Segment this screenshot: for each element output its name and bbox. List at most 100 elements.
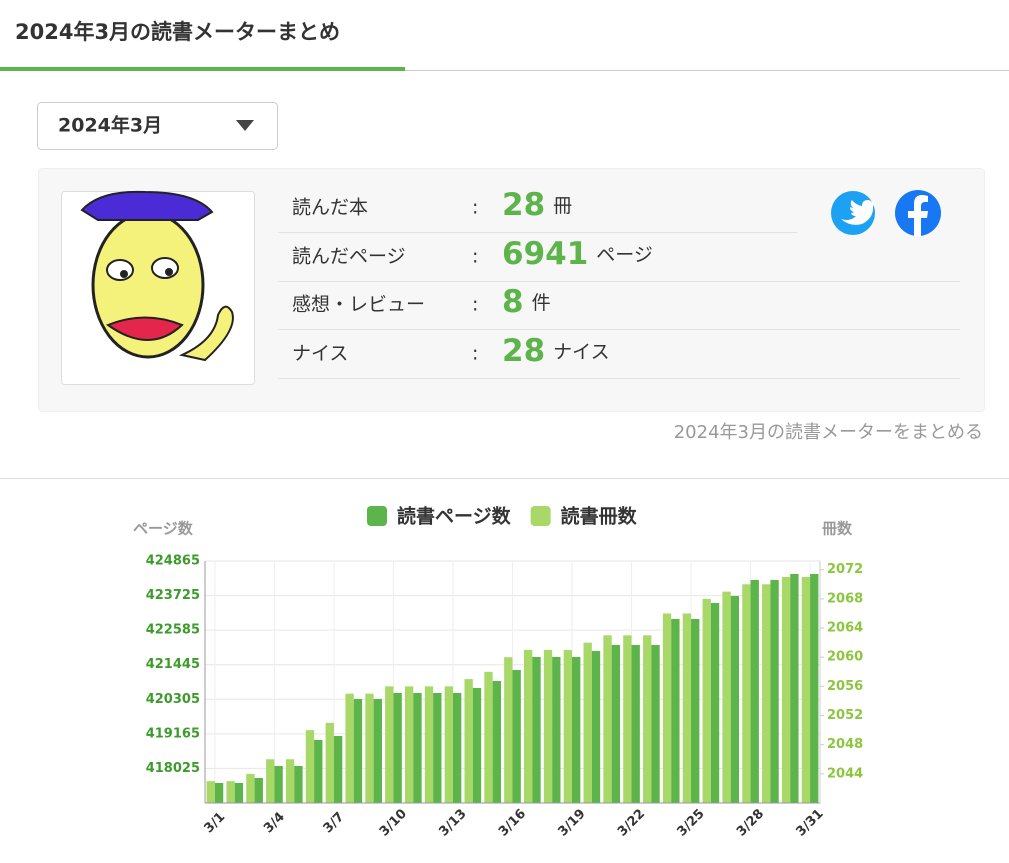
row-unit: 冊 xyxy=(553,195,572,217)
bar xyxy=(742,584,751,803)
bar xyxy=(591,650,601,803)
x-tick-label: 3/7 xyxy=(321,810,348,837)
x-tick-label: 3/13 xyxy=(436,806,469,839)
bar xyxy=(464,679,473,803)
bar xyxy=(572,656,581,803)
x-tick-label: 3/25 xyxy=(674,806,707,839)
bar xyxy=(444,686,453,803)
bar xyxy=(254,777,263,803)
row-label: 読んだ本 xyxy=(292,197,368,219)
y2-tick-label: 2072 xyxy=(827,562,863,577)
bar xyxy=(682,613,692,803)
bar xyxy=(206,781,215,803)
bar xyxy=(623,635,632,803)
row-value-line: 28 冊 xyxy=(502,187,572,223)
legend-label: 読書冊数 xyxy=(561,505,638,528)
bar xyxy=(750,579,759,803)
bar xyxy=(226,781,235,803)
bar xyxy=(762,584,771,803)
divider xyxy=(0,478,1009,479)
bar xyxy=(543,649,553,803)
bar xyxy=(611,644,621,803)
x-tick-label: 3/22 xyxy=(615,806,648,839)
bar xyxy=(631,644,640,803)
bar xyxy=(492,680,501,803)
bar xyxy=(294,766,303,803)
bar xyxy=(730,595,740,803)
select-box[interactable] xyxy=(37,102,278,150)
y2-tick-label: 2048 xyxy=(827,737,863,752)
y2-tick-label: 2044 xyxy=(827,766,863,781)
bar xyxy=(504,657,513,803)
row-label: 感想・レビュー xyxy=(292,294,425,316)
row-separator: : xyxy=(472,197,478,219)
y2-axis-title: 冊数 xyxy=(822,520,853,538)
bar xyxy=(512,669,521,803)
bar xyxy=(472,687,482,803)
legend-label: 読書ページ数 xyxy=(397,505,512,528)
bar xyxy=(770,579,779,803)
bar xyxy=(524,649,533,803)
y-tick-label: 422585 xyxy=(146,623,200,638)
row-value-line: 6941 ページ xyxy=(502,236,653,272)
x-tick-label: 3/16 xyxy=(496,806,529,839)
select-label: 2024年3月 xyxy=(58,114,162,137)
x-tick-label: 3/19 xyxy=(555,806,588,839)
row-unit: ナイス xyxy=(553,341,609,363)
row-separator: : xyxy=(472,343,478,365)
y-tick-label: 423725 xyxy=(146,588,200,603)
bar xyxy=(810,573,819,803)
bar xyxy=(413,692,422,803)
bar xyxy=(325,722,334,803)
bar xyxy=(246,773,255,803)
y2-tick-label: 2060 xyxy=(827,650,863,665)
y-tick-label: 420305 xyxy=(146,692,200,707)
bar xyxy=(532,656,541,803)
select-arrow xyxy=(236,120,254,131)
bar xyxy=(433,692,442,803)
bar xyxy=(702,598,711,803)
bar xyxy=(274,766,283,803)
twitter-button[interactable] xyxy=(831,191,876,235)
x-tick-label: 3/4 xyxy=(261,810,288,837)
bar xyxy=(373,698,382,803)
bar xyxy=(671,618,680,803)
bar xyxy=(266,759,275,803)
month-select[interactable]: 2024年3月 xyxy=(37,102,278,150)
share-link[interactable]: 2024年3月の読書メーターをまとめる xyxy=(674,422,983,443)
bar xyxy=(722,591,731,803)
bar xyxy=(484,671,493,803)
bar xyxy=(385,686,394,803)
row-label: 読んだページ xyxy=(292,246,406,268)
bar xyxy=(314,739,323,803)
row-separator: : xyxy=(472,246,478,268)
bar xyxy=(285,759,295,803)
x-tick-label: 3/28 xyxy=(734,806,767,839)
y2-tick-label: 2064 xyxy=(827,621,863,636)
bar xyxy=(305,730,315,803)
bar xyxy=(214,782,224,803)
divider xyxy=(405,70,1009,71)
row-separator: : xyxy=(472,294,478,316)
legend-swatch xyxy=(530,506,551,526)
x-tick-label: 3/10 xyxy=(377,806,410,839)
bar xyxy=(452,692,462,803)
row-value: 28 xyxy=(502,187,545,223)
y-tick-label: 418025 xyxy=(146,761,200,776)
bar xyxy=(801,577,811,803)
y2-tick-label: 2068 xyxy=(827,591,863,606)
y2-tick-label: 2052 xyxy=(827,708,863,723)
facebook-button[interactable] xyxy=(895,190,941,236)
bar xyxy=(353,698,363,803)
row-label: ナイス xyxy=(292,343,348,365)
bar xyxy=(365,693,374,803)
bar xyxy=(563,649,573,803)
bar xyxy=(651,644,660,803)
row-unit: 件 xyxy=(532,292,551,314)
bar xyxy=(643,635,652,803)
bar xyxy=(603,635,612,803)
